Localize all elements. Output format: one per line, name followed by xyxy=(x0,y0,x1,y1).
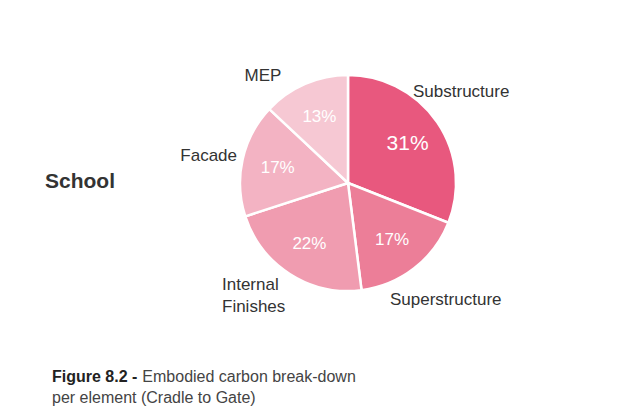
data-label: 13% xyxy=(302,107,336,126)
data-label: 17% xyxy=(375,230,409,249)
category-label: MEP xyxy=(245,66,282,85)
data-label: 22% xyxy=(292,234,326,253)
chart: School 31% Substructure 17% Superstructure 22… xyxy=(0,0,627,420)
category-label-line: Internal xyxy=(222,275,279,294)
caption: Figure 8.2 - Embodied carbon break-down pe… xyxy=(52,368,356,406)
data-label: 17% xyxy=(261,158,295,177)
category-label: Superstructure xyxy=(390,290,502,309)
category-label: Internal Finishes xyxy=(222,275,285,316)
caption-text: Embodied carbon break-down xyxy=(142,368,355,385)
category-label-line: Finishes xyxy=(222,297,285,316)
data-label: 31% xyxy=(387,131,429,154)
category-label: Facade xyxy=(180,146,237,165)
category-label: Substructure xyxy=(413,82,509,101)
chart-title: School xyxy=(45,169,115,192)
caption-text: per element (Cradle to Gate) xyxy=(52,389,256,406)
pie-slices xyxy=(240,75,456,291)
caption-label: Figure 8.2 - xyxy=(52,368,137,385)
pie-slice xyxy=(348,183,448,290)
